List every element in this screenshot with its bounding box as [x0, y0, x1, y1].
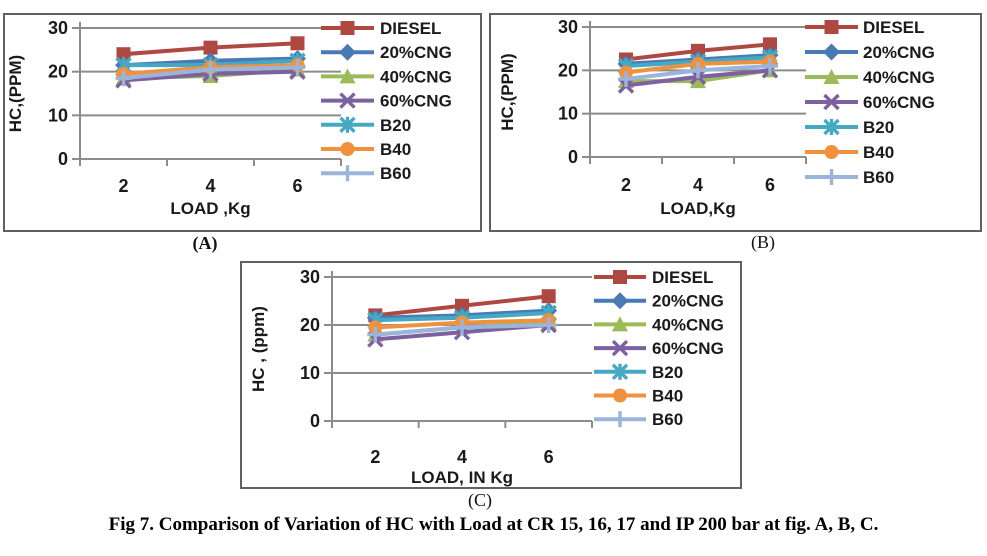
x-axis-title: LOAD ,Kg [170, 199, 250, 218]
legend-label: B20 [652, 363, 683, 382]
chart-panel-a: 0 10 20 30 2 4 6 LOAD ,Kg HC,(PPM) DIESEL 20%CNG 40… [3, 13, 482, 232]
legend-label: B60 [863, 168, 894, 187]
legend-swatch-marker [340, 21, 355, 35]
legend-label: DIESEL [652, 268, 713, 287]
legend-label: DIESEL [380, 19, 441, 38]
legend-swatch-marker [824, 20, 839, 34]
legend-label: B60 [380, 164, 411, 183]
legend-swatch-marker [824, 145, 839, 159]
chart-panel-c: 0 10 20 30 2 4 6 LOAD, IN Kg HC , (ppm) DIESEL 20%… [240, 261, 742, 489]
legend-label: 60%CNG [652, 339, 724, 358]
y-tick-label: 10 [48, 105, 68, 125]
legend-label: 60%CNG [863, 93, 935, 112]
x-axis-title: LOAD,Kg [660, 199, 736, 218]
x-tick-label: 6 [544, 447, 554, 467]
legend-swatch-marker [340, 142, 355, 156]
x-tick-label: 4 [693, 175, 703, 195]
x-tick-label: 6 [292, 176, 302, 196]
series-marker-DIESEL [203, 40, 218, 55]
legend-swatch-marker [611, 339, 629, 357]
y-tick-label: 20 [48, 62, 68, 82]
legend-label: 20%CNG [863, 43, 935, 62]
legend-swatch-marker [339, 92, 356, 109]
legend-label: B40 [652, 387, 683, 406]
legend-swatch-marker [612, 316, 628, 332]
series-marker-DIESEL [541, 289, 556, 304]
legend-swatch-marker [339, 43, 356, 61]
chart-panel-b: 0 10 20 30 2 4 6 LOAD,Kg HC,(PPM) DIESEL 20%CNG 40%… [489, 13, 982, 232]
legend-label: DIESEL [863, 18, 924, 37]
chart-b-plot: 0 10 20 30 2 4 6 LOAD,Kg HC,(PPM) DIESEL 20%CNG 40%… [498, 17, 935, 218]
y-tick-label: 10 [300, 363, 320, 383]
legend-swatch-marker [339, 68, 356, 84]
y-tick-label: 30 [558, 17, 578, 37]
legend-swatch-marker [613, 270, 627, 284]
y-tick-label: 0 [310, 411, 320, 431]
legend-swatch-marker [339, 116, 356, 134]
y-tick-label: 0 [58, 149, 68, 169]
legend-swatch-marker [613, 388, 627, 403]
x-axis-title: LOAD, IN Kg [411, 468, 513, 487]
y-tick-label: 30 [48, 18, 68, 38]
y-tick-label: 10 [558, 104, 578, 124]
x-tick-label: 6 [765, 175, 775, 195]
series-marker-DIESEL [455, 298, 469, 313]
series-marker-DIESEL [290, 36, 305, 51]
legend-label: 40%CNG [652, 315, 724, 334]
series-marker-DIESEL [763, 37, 777, 52]
legend-label: 20%CNG [380, 43, 452, 62]
y-tick-label: 30 [300, 267, 320, 287]
chart-c-plot: 0 10 20 30 2 4 6 LOAD, IN Kg HC , (ppm) DIESEL 20%… [249, 267, 724, 487]
legend-label: B40 [863, 143, 894, 162]
series-marker-DIESEL [116, 47, 131, 62]
series-marker-40%CNG [690, 73, 706, 89]
chart-a-plot: 0 10 20 30 2 4 6 LOAD ,Kg HC,(PPM) DIESEL 20%CNG 40… [6, 18, 452, 218]
legend-label: 60%CNG [380, 92, 452, 111]
panel-label-a: (A) [192, 233, 218, 253]
legend-swatch-marker [611, 363, 629, 381]
panel-label-c: (C) [468, 490, 492, 510]
y-tick-label: 20 [300, 315, 320, 335]
y-axis-title: HC , (ppm) [249, 306, 268, 392]
y-tick-label: 20 [558, 60, 578, 80]
legend-swatch-marker [823, 43, 840, 61]
legend-label: B20 [863, 118, 894, 137]
y-axis-title: HC,(PPM) [498, 53, 517, 130]
y-axis-title: HC,(PPM) [6, 55, 25, 132]
x-tick-label: 2 [118, 176, 128, 196]
legend-label: 40%CNG [380, 67, 452, 86]
legend-label: B60 [652, 410, 683, 429]
legend-swatch-marker [823, 93, 840, 111]
legend-swatch-marker [823, 69, 840, 84]
figure-caption: Fig 7. Comparison of Variation of HC wit… [108, 514, 879, 535]
x-tick-label: 4 [457, 447, 467, 467]
legend-swatch-marker [823, 118, 840, 136]
legend-label: 20%CNG [652, 292, 724, 311]
x-tick-label: 2 [621, 175, 631, 195]
legend-label: B40 [380, 140, 411, 159]
x-tick-label: 4 [205, 176, 215, 196]
y-tick-label: 0 [568, 147, 578, 167]
legend-label: B20 [380, 116, 411, 135]
legend-label: 40%CNG [863, 68, 935, 87]
x-tick-label: 2 [370, 447, 380, 467]
panel-label-b: (B) [751, 232, 775, 252]
series-marker-DIESEL [691, 43, 705, 58]
legend-swatch-marker [611, 292, 629, 310]
